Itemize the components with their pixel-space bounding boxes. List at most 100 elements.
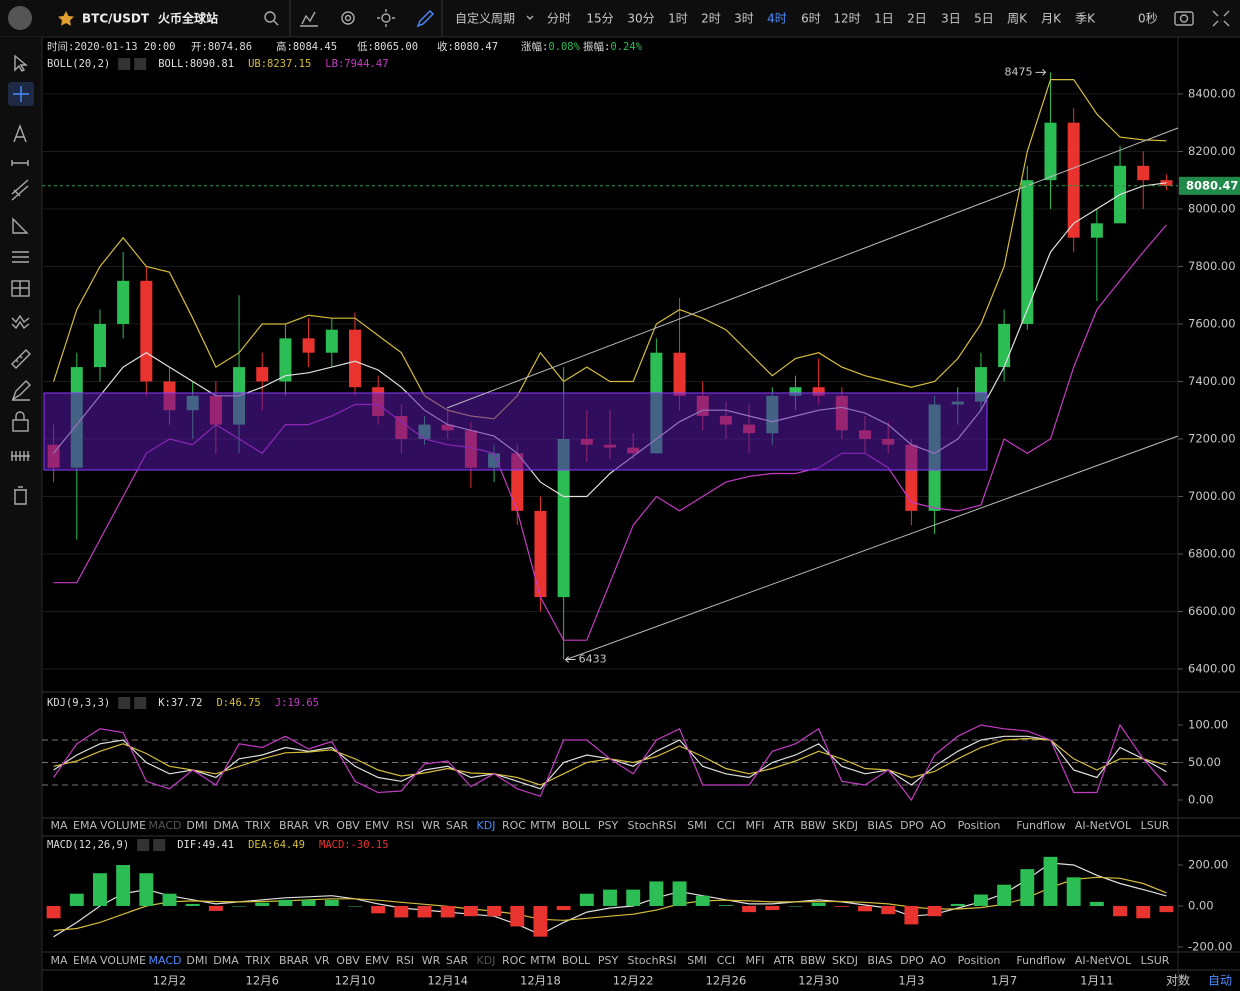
indicator-tab[interactable]: KDJ [477, 819, 496, 832]
indicator-tab[interactable]: WR [422, 954, 441, 967]
indicator-tab[interactable]: CCI [717, 819, 736, 832]
close-button[interactable] [134, 58, 147, 70]
indicator-tab[interactable]: ATR [773, 954, 794, 967]
period-button[interactable]: 3时 [734, 12, 754, 26]
indicator-tab[interactable]: ROC [502, 954, 526, 967]
indicator-tab[interactable]: BRAR [279, 819, 309, 832]
period-button[interactable]: 30分 [627, 12, 654, 26]
indicator-tab[interactable]: SKDJ [832, 954, 858, 967]
indicator-tab[interactable]: PSY [598, 819, 619, 832]
indicator-tab[interactable]: BOLL [562, 819, 591, 832]
indicator-tab[interactable]: SMI [687, 954, 707, 967]
indicator-tab[interactable]: Position [958, 954, 1001, 967]
indicator-tab[interactable]: OBV [336, 954, 360, 967]
period-button[interactable]: 1日 [874, 12, 894, 26]
indicator-tab[interactable]: TRIX [244, 819, 271, 832]
indicator-tab[interactable]: KDJ [477, 954, 496, 967]
indicator-tab[interactable]: DPO [900, 954, 924, 967]
info-label: 时间: [47, 40, 74, 53]
favorite-star[interactable] [58, 11, 74, 26]
indicator-tab[interactable]: AO [930, 819, 946, 832]
indicator-tab[interactable]: SAR [446, 819, 469, 832]
indicator-tab[interactable]: DMA [213, 954, 239, 967]
indicator-tab[interactable]: SAR [446, 954, 469, 967]
indicator-tab[interactable]: BOLL [562, 954, 591, 967]
toolbar-icons[interactable] [264, 0, 1230, 37]
indicator-tab[interactable]: PSY [598, 954, 619, 967]
settings-button[interactable] [137, 839, 150, 851]
indicator-tab[interactable]: DMI [186, 819, 207, 832]
indicator-tab[interactable]: ATR [773, 819, 794, 832]
indicator-tab[interactable]: VR [314, 819, 330, 832]
indicator-tab[interactable]: MACD [149, 819, 182, 832]
close-button[interactable] [153, 839, 166, 851]
indicator-name: BOLL(20,2) [47, 58, 110, 70]
indicator-tab[interactable]: Fundflow [1016, 819, 1065, 832]
indicator-tab[interactable]: EMV [365, 819, 389, 832]
indicator-tab[interactable]: MTM [530, 954, 556, 967]
log-scale-toggle[interactable]: 对数 [1166, 973, 1190, 988]
indicator-tab[interactable]: RSI [396, 819, 414, 832]
indicator-tab[interactable]: MA [50, 954, 67, 967]
indicator-tab[interactable]: AO [930, 954, 946, 967]
indicator-tab[interactable]: DMI [186, 954, 207, 967]
indicator-tab[interactable]: VR [314, 954, 330, 967]
period-button[interactable]: 2时 [701, 12, 721, 26]
indicator-tab[interactable]: EMA [73, 819, 97, 832]
indicator-tab[interactable]: CCI [717, 954, 736, 967]
y-tick-label: 6400.00 [1188, 661, 1236, 675]
period-button[interactable]: 5日 [974, 12, 994, 26]
logo[interactable] [8, 6, 32, 30]
indicator-tab[interactable]: SKDJ [832, 819, 858, 832]
period-button[interactable]: 12时 [833, 12, 860, 26]
period-button[interactable]: 15分 [586, 12, 613, 26]
indicator-tab[interactable]: ROC [502, 819, 526, 832]
period-button[interactable]: 2日 [907, 12, 927, 26]
indicator-tab[interactable]: MTM [530, 819, 556, 832]
period-button[interactable]: 1时 [668, 12, 688, 26]
period-button[interactable]: 月K [1041, 12, 1062, 26]
period-button[interactable]: 4时 [767, 12, 787, 26]
indicator-tab[interactable]: StochRSI [628, 954, 677, 967]
settings-button[interactable] [118, 58, 131, 70]
indicator-tab[interactable]: VOLUME [100, 954, 146, 967]
indicator-tab[interactable]: BRAR [279, 954, 309, 967]
indicator-tab[interactable]: RSI [396, 954, 414, 967]
indicator-tab[interactable]: BIAS [867, 819, 892, 832]
indicator-tab[interactable]: BBW [800, 954, 826, 967]
indicator-tab[interactable]: DMA [213, 819, 239, 832]
indicator-tab[interactable]: SMI [687, 819, 707, 832]
indicator-tab[interactable]: Position [958, 819, 1001, 832]
indicator-tab[interactable]: LSUR [1141, 954, 1170, 967]
period-button[interactable]: 分时 [547, 12, 571, 26]
indicator-tab[interactable]: VOLUME [100, 819, 146, 832]
indicator-tab[interactable]: StochRSI [628, 819, 677, 832]
indicator-tab[interactable]: OBV [336, 819, 360, 832]
custom-period[interactable]: 自定义周期 [455, 11, 515, 26]
period-button[interactable]: 6时 [801, 12, 821, 26]
indicator-tab[interactable]: EMV [365, 954, 389, 967]
indicator-tab[interactable]: MA [50, 819, 67, 832]
indicator-tab[interactable]: AI-NetVOL [1075, 819, 1132, 832]
period-button[interactable]: 周K [1007, 12, 1028, 26]
auto-scale-toggle[interactable]: 自动 [1208, 974, 1232, 988]
symbol[interactable]: BTC/USDT [82, 12, 150, 26]
indicator-tab[interactable]: BIAS [867, 954, 892, 967]
close-button[interactable] [134, 697, 147, 709]
settings-button[interactable] [118, 697, 131, 709]
indicator-tab[interactable]: BBW [800, 819, 826, 832]
indicator-tab[interactable]: MACD [149, 954, 182, 967]
period-button[interactable]: 季K [1075, 12, 1096, 26]
indicator-tab[interactable]: AI-NetVOL [1075, 954, 1132, 967]
indicator-tab[interactable]: WR [422, 819, 441, 832]
indicator-tab[interactable]: DPO [900, 819, 924, 832]
drawing-tools[interactable] [8, 54, 34, 505]
indicator-tab[interactable]: EMA [73, 954, 97, 967]
indicator-tab[interactable]: MFI [745, 954, 764, 967]
indicator-tab[interactable]: MFI [745, 819, 764, 832]
indicator-tab[interactable]: TRIX [244, 954, 271, 967]
indicator-tab[interactable]: LSUR [1141, 819, 1170, 832]
period-button[interactable]: 3日 [941, 12, 961, 26]
indicator-tab[interactable]: Fundflow [1016, 954, 1065, 967]
info-label: 收: [437, 40, 454, 53]
